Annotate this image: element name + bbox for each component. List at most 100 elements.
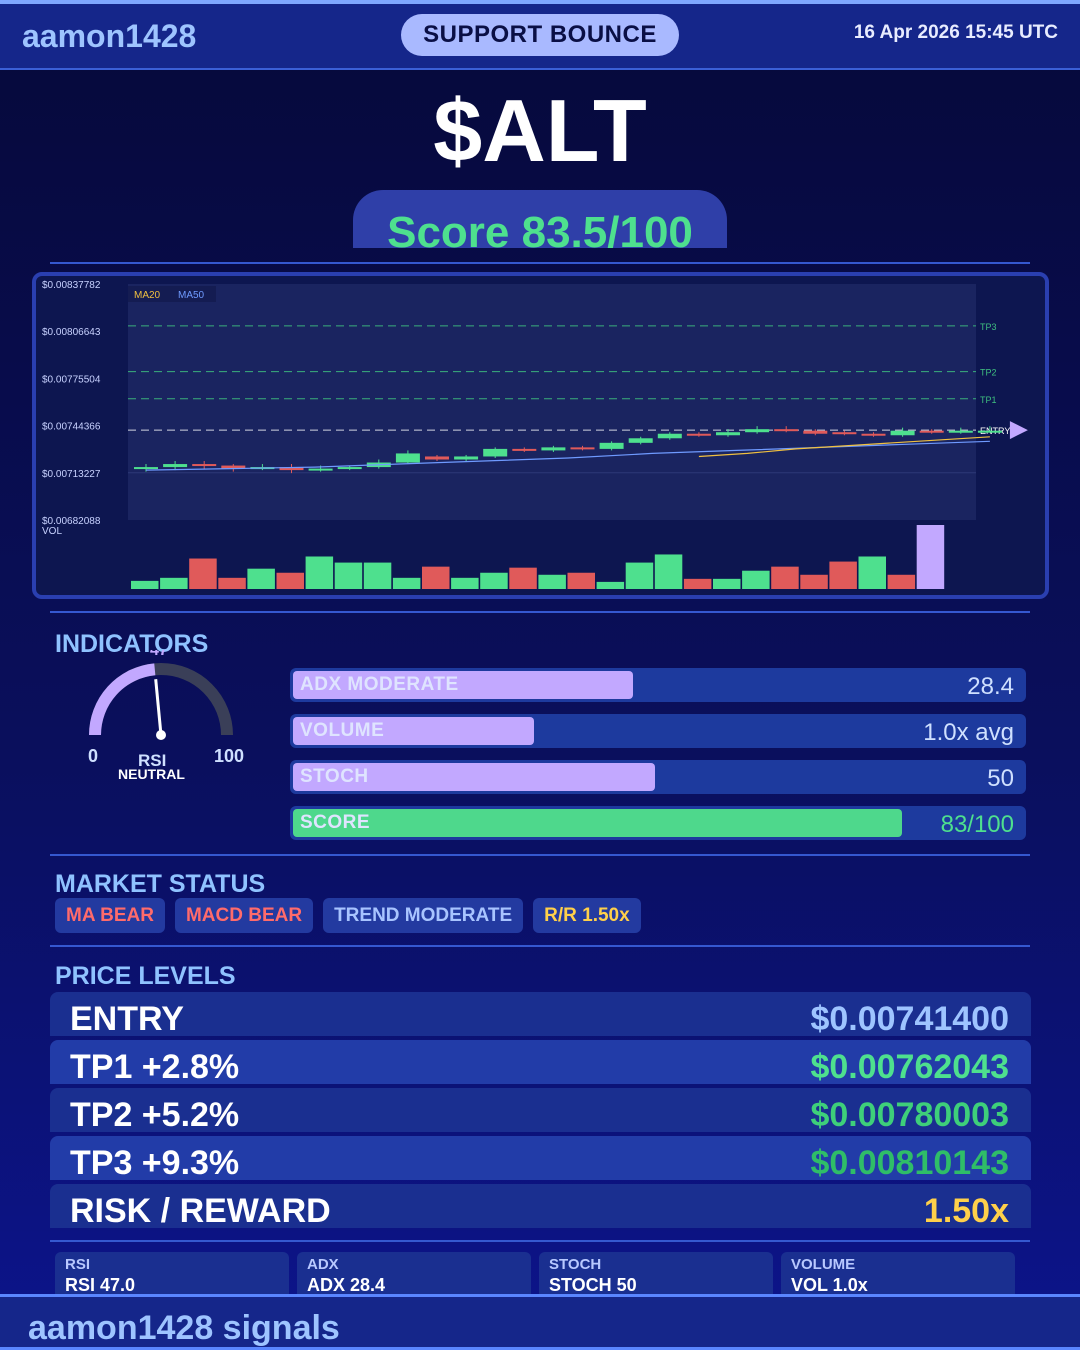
ma20-line (698, 436, 990, 458)
level-price: 1.50x (923, 1192, 1009, 1228)
volume-bar (422, 566, 450, 589)
volume-bar (713, 578, 741, 589)
indicator-bars: ADX MODERATE 28.4 VOLUME 1.0x avg STOCH … (290, 668, 1026, 852)
top-accent-line (0, 0, 1080, 4)
volume-bar (829, 561, 857, 589)
candle-body (861, 433, 886, 436)
signal-type-badge: SUPPORT BOUNCE (401, 14, 679, 56)
candle-body (308, 468, 333, 471)
candle-body (337, 467, 362, 470)
summary-label: ADX (307, 1256, 339, 1273)
rsi-gauge-hub (156, 730, 166, 740)
candle-body (745, 429, 770, 433)
brand-name: aamon1428 (22, 18, 197, 54)
summary-value: ADX 28.4 (307, 1275, 386, 1295)
volume-bar (683, 578, 712, 589)
candle-body (163, 464, 188, 468)
indicator-bar-value: 50 (987, 765, 1014, 792)
divider (50, 945, 1030, 947)
legend-ma50: MA50 (178, 290, 205, 301)
indicator-bar-label: VOLUME (300, 720, 385, 741)
divider (50, 1240, 1030, 1242)
volume-bar (247, 568, 275, 589)
footer-brand: aamon1428 signals (28, 1309, 340, 1347)
indicator-bar-fill (293, 671, 633, 699)
status-tag-trend: TREND MODERATE (323, 898, 524, 933)
volume-bar (858, 556, 886, 589)
level-name: TP1 +2.8% (70, 1048, 240, 1084)
market-status-tags: MA BEAR MACD BEAR TREND MODERATE R/R 1.5… (55, 898, 641, 933)
level-label-tp2: TP2 (980, 368, 997, 378)
volume-label: VOL (42, 526, 62, 537)
rsi-gauge-label: RSI (138, 751, 166, 770)
volume-bar (363, 562, 392, 589)
indicator-bar-value: 28.4 (967, 673, 1014, 700)
candle-body (483, 448, 508, 457)
level-row-tp2: TP2 +5.2% $0.00780003 (50, 1088, 1031, 1132)
rsi-gauge: 47 0 100 RSI NEUTRAL (74, 642, 254, 800)
candle-body (279, 467, 304, 471)
volume-bar (305, 556, 334, 589)
indicator-bar-label: ADX MODERATE (300, 674, 459, 695)
candle-body (774, 429, 799, 432)
volume-bar (480, 572, 508, 589)
indicator-bar-value: 83/100 (940, 811, 1014, 838)
divider (50, 262, 1030, 264)
volume-bar (654, 554, 683, 589)
indicator-bar-label: SCORE (300, 812, 371, 833)
candle-body (890, 430, 915, 436)
candle-body (832, 432, 857, 435)
summary-card-adx: ADX ADX 28.4 (297, 1252, 531, 1296)
volume-bar (392, 577, 421, 589)
volume-bar (451, 577, 479, 589)
summary-card-stoch: STOCH STOCH 50 (539, 1252, 773, 1296)
rsi-gauge-value: 47 (150, 650, 168, 659)
footer-bar: aamon1428 signals (0, 1294, 1080, 1350)
summary-value: VOL 1.0x (791, 1275, 868, 1295)
level-price: $0.00780003 (810, 1096, 1009, 1132)
level-row-tp3: TP3 +9.3% $0.00810143 (50, 1136, 1031, 1180)
level-row-entry: ENTRY $0.00741400 (50, 992, 1031, 1036)
level-price: $0.00762043 (810, 1048, 1009, 1084)
level-label-tp3: TP3 (980, 322, 997, 332)
timestamp: 16 Apr 2026 15:45 UTC (853, 22, 1058, 43)
price-axis-label: $0.00682088 (42, 516, 101, 527)
price-levels-table: ENTRY $0.00741400 TP1 +2.8% $0.00762043 … (50, 992, 1031, 1232)
volume-bar (334, 562, 363, 589)
level-row-risk-reward: RISK / REWARD 1.50x (50, 1184, 1031, 1228)
volume-bar (800, 574, 828, 589)
level-price: $0.00741400 (810, 1000, 1009, 1036)
ticker-symbol: $ALT (433, 81, 647, 180)
volume-bar (887, 574, 916, 589)
candle-body (395, 453, 420, 463)
status-tag-ma: MA BEAR (55, 898, 165, 933)
candle-body (192, 464, 217, 467)
rsi-gauge-min: 0 (88, 746, 98, 766)
price-axis-label: $0.00744366 (42, 422, 101, 433)
price-axis-label: $0.00837782 (42, 280, 101, 291)
volume-bar (596, 581, 625, 589)
summary-label: RSI (65, 1256, 91, 1273)
rsi-gauge-dial: 47 0 100 RSI NEUTRAL (88, 642, 244, 782)
volume-bar (916, 525, 945, 589)
volume-bar (567, 572, 595, 589)
candle-body (628, 438, 653, 443)
level-label-tp1: TP1 (980, 395, 997, 405)
volume-bar (538, 574, 566, 589)
ma50-line (145, 440, 990, 471)
candle-body (541, 447, 566, 451)
candle-body (919, 430, 944, 433)
price-levels-title: PRICE LEVELS (55, 962, 236, 990)
level-name: TP3 +9.3% (70, 1144, 240, 1180)
price-axis-label: $0.00775504 (42, 374, 101, 385)
status-tag-macd: MACD BEAR (174, 898, 314, 933)
candle-body (134, 467, 158, 470)
indicators-title: INDICATORS (55, 630, 209, 658)
chart-legend-box (128, 286, 216, 302)
summary-value: STOCH 50 (549, 1275, 637, 1295)
candle-body (454, 456, 479, 460)
volume-bar (509, 567, 537, 589)
summary-card-volume: VOLUME VOL 1.0x (781, 1252, 1015, 1296)
level-name: RISK / REWARD (70, 1192, 331, 1228)
price-axis-label: $0.00806643 (42, 327, 101, 338)
